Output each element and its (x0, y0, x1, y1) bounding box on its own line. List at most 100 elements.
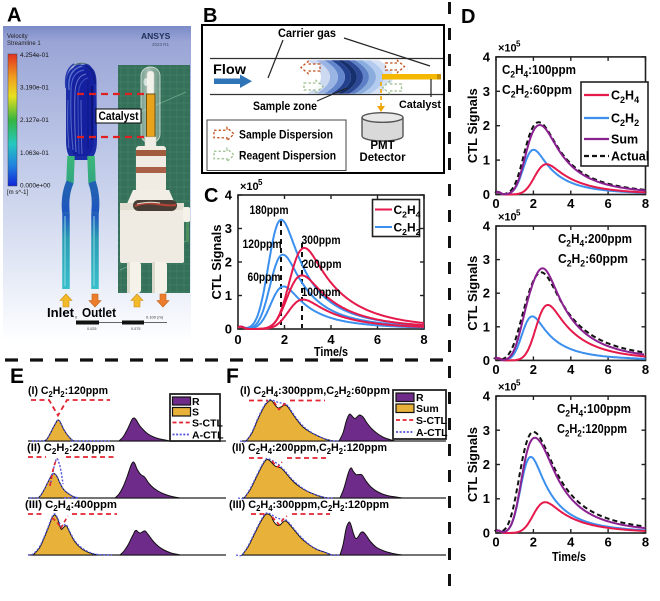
svg-text:2: 2 (483, 286, 490, 301)
svg-text:C: C (204, 185, 218, 207)
svg-text:S-CTL: S-CTL (192, 418, 223, 430)
svg-text:1: 1 (225, 288, 232, 303)
svg-text:100ppm: 100ppm (302, 287, 341, 299)
svg-text:1.063e-01: 1.063e-01 (20, 150, 49, 157)
svg-text:Detector: Detector (360, 152, 407, 164)
svg-text:4: 4 (567, 535, 575, 550)
svg-text:6: 6 (604, 362, 611, 377)
svg-text:×10: ×10 (498, 42, 517, 54)
svg-text:Sum: Sum (416, 403, 439, 415)
svg-text:C2H4:200ppm: C2H4:200ppm (558, 232, 632, 249)
svg-text:Streamline 1: Streamline 1 (7, 41, 41, 47)
svg-text:3: 3 (483, 84, 490, 99)
svg-text:Sum: Sum (611, 133, 638, 147)
svg-text:R: R (416, 392, 424, 404)
svg-text:C2H2: C2H2 (611, 112, 639, 129)
svg-text:S-CTL: S-CTL (416, 415, 447, 427)
svg-text:E: E (10, 365, 24, 388)
svg-text:C2H2:60ppm: C2H2:60ppm (502, 83, 572, 100)
svg-text:0: 0 (234, 332, 241, 347)
svg-text:4: 4 (225, 188, 233, 203)
svg-text:C2H4: C2H4 (611, 89, 639, 106)
svg-text:2: 2 (225, 255, 232, 270)
svg-text:0: 0 (225, 322, 232, 337)
svg-text:6: 6 (374, 332, 381, 347)
svg-text:2: 2 (281, 332, 288, 347)
svg-text:C2H4: C2H4 (394, 203, 421, 219)
svg-text:Sample zone: Sample zone (253, 99, 317, 113)
svg-text:[m s^-1]: [m s^-1] (7, 190, 28, 196)
svg-text:0: 0 (492, 196, 499, 211)
svg-text:Outlet: Outlet (82, 305, 117, 320)
svg-text:1: 1 (483, 319, 490, 334)
svg-text:0: 0 (75, 315, 78, 320)
svg-text:×10: ×10 (498, 382, 517, 394)
svg-text:CTL Signals: CTL Signals (465, 256, 480, 331)
svg-text:C2H4:100ppm: C2H4:100ppm (557, 402, 631, 419)
svg-text:Time/s: Time/s (314, 344, 348, 359)
svg-text:C2H4:100ppm: C2H4:100ppm (502, 63, 576, 80)
svg-text:6: 6 (604, 535, 611, 550)
svg-text:CTL Signals: CTL Signals (465, 427, 480, 502)
svg-text:Carrier gas: Carrier gas (278, 26, 336, 40)
svg-text:2: 2 (483, 118, 490, 133)
svg-text:PMT: PMT (370, 140, 394, 152)
svg-text:3: 3 (483, 423, 490, 438)
svg-text:0.100 (m): 0.100 (m) (146, 315, 164, 320)
svg-text:4: 4 (483, 219, 491, 234)
svg-text:CTL Signals: CTL Signals (209, 225, 224, 300)
svg-text:300ppm: 300ppm (302, 235, 341, 247)
svg-text:Catalyst: Catalyst (99, 111, 139, 123)
svg-text:Flow: Flow (213, 62, 247, 77)
svg-text:0.075: 0.075 (131, 327, 141, 331)
svg-text:(III) C2H4:300ppm,C2H2:120ppm: (III) C2H4:300ppm,C2H2:120ppm (229, 499, 389, 513)
svg-text:(III) C2H4:400ppm: (III) C2H4:400ppm (25, 499, 117, 513)
svg-text:ANSYS: ANSYS (141, 31, 171, 41)
svg-text:0: 0 (483, 526, 490, 541)
svg-text:120ppm: 120ppm (243, 239, 282, 251)
svg-text:Actual: Actual (611, 150, 649, 164)
svg-text:×10: ×10 (498, 212, 517, 224)
svg-text:0: 0 (483, 353, 490, 368)
svg-text:0.000e+00: 0.000e+00 (20, 182, 51, 189)
svg-text:×10: ×10 (240, 181, 259, 193)
svg-text:Inlet: Inlet (47, 305, 75, 320)
svg-text:5: 5 (516, 209, 521, 218)
svg-text:F: F (226, 365, 239, 388)
svg-text:5: 5 (516, 379, 521, 388)
svg-text:5: 5 (516, 39, 521, 48)
svg-text:180ppm: 180ppm (250, 205, 289, 217)
svg-text:4: 4 (483, 389, 491, 404)
svg-text:2: 2 (530, 535, 537, 550)
svg-text:1: 1 (483, 491, 490, 506)
svg-text:A-CTL: A-CTL (416, 427, 448, 439)
svg-text:8: 8 (642, 362, 649, 377)
svg-text:4: 4 (327, 332, 335, 347)
svg-text:3: 3 (483, 252, 490, 267)
svg-text:60ppm: 60ppm (248, 272, 281, 284)
svg-text:200ppm: 200ppm (303, 259, 342, 271)
svg-text:C2H2:60ppm: C2H2:60ppm (558, 252, 628, 269)
svg-text:4: 4 (567, 362, 575, 377)
svg-text:8: 8 (642, 196, 649, 211)
svg-text:A-CTL: A-CTL (192, 430, 224, 442)
svg-text:3.190e-01: 3.190e-01 (20, 85, 49, 92)
svg-text:2: 2 (530, 362, 537, 377)
svg-text:Sample Dispersion: Sample Dispersion (239, 130, 333, 142)
svg-text:(I) C2H2:120ppm: (I) C2H2:120ppm (28, 385, 108, 399)
svg-text:S: S (192, 407, 199, 419)
svg-text:A: A (7, 5, 21, 27)
svg-text:CTL Signals: CTL Signals (465, 88, 480, 163)
svg-text:0: 0 (492, 362, 499, 377)
svg-text:8: 8 (420, 332, 427, 347)
svg-text:8: 8 (642, 535, 649, 550)
svg-text:Time/s: Time/s (552, 549, 586, 564)
svg-text:B: B (203, 5, 217, 27)
svg-text:Velocity: Velocity (7, 34, 28, 40)
svg-text:(I) C2H4:300ppm,C2H2:60ppm: (I) C2H4:300ppm,C2H2:60ppm (240, 385, 390, 399)
svg-text:0: 0 (492, 535, 499, 550)
svg-text:4.254e-01: 4.254e-01 (20, 52, 49, 59)
svg-text:2: 2 (530, 196, 537, 211)
svg-text:(II) C2H4:200ppm,C2H2:120ppm: (II) C2H4:200ppm,C2H2:120ppm (232, 442, 387, 456)
svg-text:3: 3 (225, 221, 232, 236)
